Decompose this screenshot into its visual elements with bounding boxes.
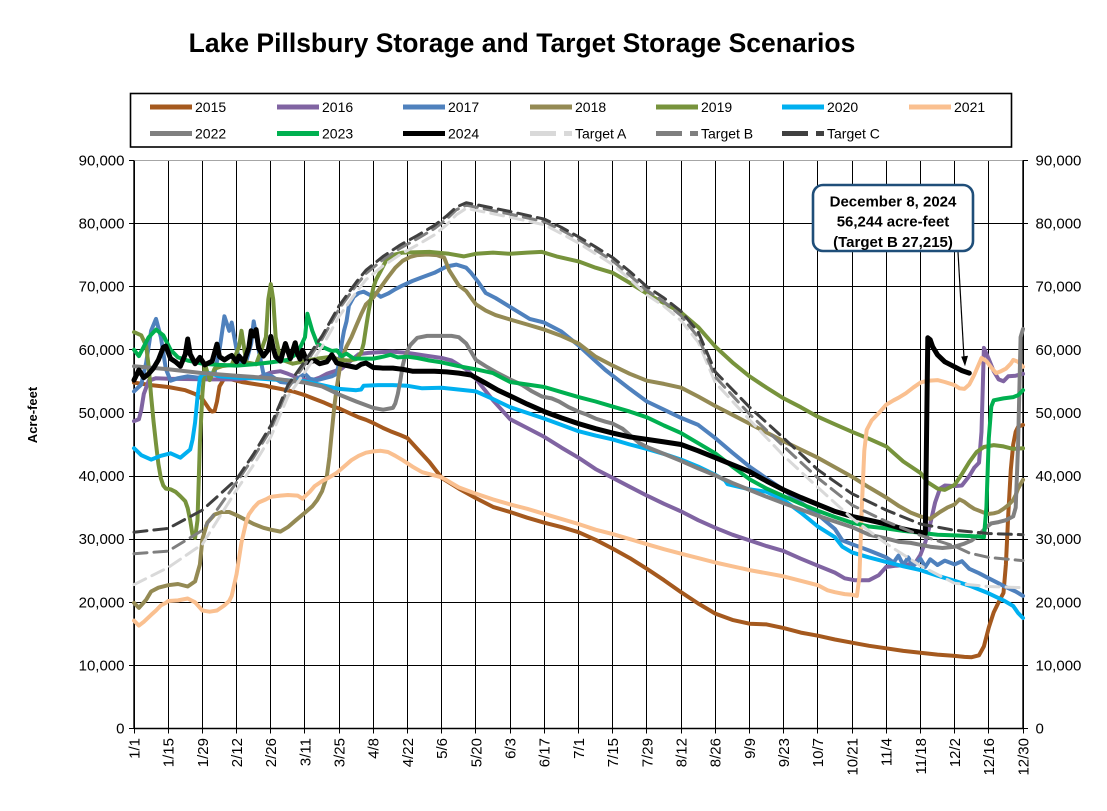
svg-text:11/18: 11/18 xyxy=(913,738,930,774)
svg-text:6/3: 6/3 xyxy=(503,738,520,759)
svg-text:30,000: 30,000 xyxy=(1036,531,1082,548)
svg-text:5/20: 5/20 xyxy=(468,738,485,767)
svg-text:70,000: 70,000 xyxy=(1036,279,1082,296)
svg-text:December 8, 2024: December 8, 2024 xyxy=(830,194,957,211)
svg-text:30,000: 30,000 xyxy=(79,531,125,548)
svg-text:6/17: 6/17 xyxy=(537,738,554,767)
svg-text:7/1: 7/1 xyxy=(571,738,588,759)
svg-text:2018: 2018 xyxy=(575,99,606,115)
svg-text:2017: 2017 xyxy=(448,99,479,115)
svg-text:2020: 2020 xyxy=(827,99,858,115)
svg-text:Target B: Target B xyxy=(701,126,753,142)
svg-text:5/6: 5/6 xyxy=(434,738,451,759)
svg-text:2019: 2019 xyxy=(701,99,732,115)
svg-text:0: 0 xyxy=(1036,721,1044,738)
svg-text:10/7: 10/7 xyxy=(810,738,827,767)
svg-text:11/4: 11/4 xyxy=(879,738,896,766)
svg-text:20,000: 20,000 xyxy=(79,594,125,611)
svg-text:8/12: 8/12 xyxy=(674,738,691,767)
svg-text:12/2: 12/2 xyxy=(947,738,964,767)
svg-text:20,000: 20,000 xyxy=(1036,594,1082,611)
svg-text:2023: 2023 xyxy=(322,126,353,142)
svg-text:40,000: 40,000 xyxy=(79,468,125,485)
svg-text:70,000: 70,000 xyxy=(79,279,125,296)
svg-text:4/8: 4/8 xyxy=(366,738,383,759)
svg-text:7/29: 7/29 xyxy=(639,738,656,767)
svg-text:90,000: 90,000 xyxy=(79,152,125,169)
svg-text:Acre-feet: Acre-feet xyxy=(25,386,40,443)
svg-text:2/12: 2/12 xyxy=(229,738,246,767)
svg-text:3/11: 3/11 xyxy=(297,738,314,766)
svg-text:(Target B 27,215): (Target B 27,215) xyxy=(833,234,953,251)
svg-text:40,000: 40,000 xyxy=(1036,468,1082,485)
svg-text:3/25: 3/25 xyxy=(332,738,349,767)
svg-text:56,244 acre-feet: 56,244 acre-feet xyxy=(837,214,950,231)
svg-text:4/22: 4/22 xyxy=(400,738,417,767)
svg-text:2024: 2024 xyxy=(448,126,479,142)
svg-text:12/30: 12/30 xyxy=(1015,738,1032,776)
svg-text:90,000: 90,000 xyxy=(1036,152,1082,169)
svg-text:1/1: 1/1 xyxy=(126,738,143,759)
svg-text:50,000: 50,000 xyxy=(79,405,125,422)
svg-text:1/29: 1/29 xyxy=(195,738,212,767)
svg-text:7/15: 7/15 xyxy=(605,738,622,767)
svg-text:2021: 2021 xyxy=(954,99,985,115)
svg-text:Lake Pillsbury Storage and Tar: Lake Pillsbury Storage and Target Storag… xyxy=(189,28,856,58)
svg-text:Target A: Target A xyxy=(575,126,627,142)
svg-text:10/21: 10/21 xyxy=(844,738,861,776)
svg-text:2016: 2016 xyxy=(322,99,353,115)
svg-text:9/23: 9/23 xyxy=(776,738,793,767)
svg-text:Target C: Target C xyxy=(827,126,880,142)
svg-text:9/9: 9/9 xyxy=(742,738,759,759)
svg-text:10,000: 10,000 xyxy=(79,657,125,674)
svg-text:2022: 2022 xyxy=(195,126,226,142)
svg-text:0: 0 xyxy=(116,721,124,738)
svg-text:8/26: 8/26 xyxy=(708,738,725,767)
svg-text:60,000: 60,000 xyxy=(1036,342,1082,359)
svg-text:50,000: 50,000 xyxy=(1036,405,1082,422)
svg-text:2/26: 2/26 xyxy=(263,738,280,767)
svg-text:60,000: 60,000 xyxy=(79,342,125,359)
svg-text:12/16: 12/16 xyxy=(981,738,998,776)
svg-text:80,000: 80,000 xyxy=(1036,216,1082,233)
svg-text:2015: 2015 xyxy=(195,99,226,115)
svg-text:10,000: 10,000 xyxy=(1036,657,1082,674)
svg-text:1/15: 1/15 xyxy=(161,738,178,767)
svg-text:80,000: 80,000 xyxy=(79,216,125,233)
